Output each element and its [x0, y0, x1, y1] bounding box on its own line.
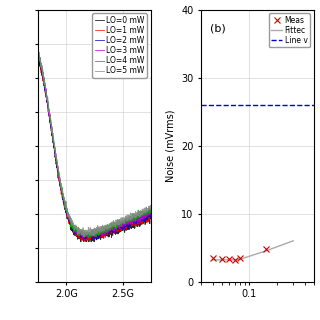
LO=0 mW [36, 55, 40, 59]
LO=1 mW [86, 236, 90, 240]
LO=4 mW [37, 53, 41, 57]
LO=2 mW [45, 99, 49, 102]
Legend: LO=0 mW, LO=1 mW, LO=2 mW, LO=3 mW, LO=4 mW, LO=5 mW: LO=0 mW, LO=1 mW, LO=2 mW, LO=3 mW, LO=4… [92, 13, 147, 78]
Line: LO=5 mW: LO=5 mW [38, 50, 151, 237]
LO=4 mW [84, 233, 88, 237]
LO=1 mW [36, 54, 40, 58]
LO=0 mW [50, 127, 54, 131]
Y-axis label: Noise (mVrms): Noise (mVrms) [166, 109, 176, 182]
LO=4 mW [50, 126, 54, 130]
LO=4 mW [36, 55, 40, 59]
LO=0 mW [89, 240, 93, 244]
Line: LO=4 mW: LO=4 mW [38, 55, 151, 238]
LO=1 mW [149, 215, 153, 219]
LO=4 mW [87, 230, 91, 234]
LO=1 mW [83, 239, 86, 243]
LO=0 mW [100, 234, 104, 238]
LO=0 mW [45, 101, 49, 105]
LO=4 mW [45, 96, 49, 100]
LO=5 mW [50, 129, 53, 133]
LO=2 mW [95, 237, 99, 241]
LO=5 mW [100, 223, 104, 227]
LO=5 mW [84, 232, 88, 236]
LO=2 mW [84, 234, 88, 238]
Line: LO=2 mW: LO=2 mW [38, 55, 151, 239]
LO=1 mW [50, 126, 53, 130]
LO=4 mW [86, 236, 90, 240]
Legend: Meas, Fittec, Line v: Meas, Fittec, Line v [268, 13, 310, 47]
LO=4 mW [89, 230, 92, 234]
LO=0 mW [89, 236, 92, 240]
LO=3 mW [50, 126, 54, 130]
LO=2 mW [37, 53, 41, 57]
LO=5 mW [36, 48, 40, 52]
LO=3 mW [100, 231, 104, 235]
LO=0 mW [86, 237, 90, 241]
LO=2 mW [149, 217, 153, 221]
LO=0 mW [36, 55, 40, 59]
LO=2 mW [89, 234, 92, 238]
LO=5 mW [86, 231, 90, 235]
LO=5 mW [82, 235, 86, 239]
LO=5 mW [89, 228, 92, 232]
LO=5 mW [149, 205, 153, 209]
LO=3 mW [37, 54, 41, 58]
Line: LO=1 mW: LO=1 mW [38, 56, 151, 241]
Line: LO=0 mW: LO=0 mW [38, 57, 151, 242]
LO=4 mW [149, 211, 153, 215]
LO=3 mW [89, 233, 92, 236]
LO=2 mW [100, 233, 104, 237]
LO=1 mW [45, 97, 49, 100]
Text: (b): (b) [210, 23, 226, 33]
LO=2 mW [86, 234, 90, 237]
LO=1 mW [89, 236, 92, 239]
LO=3 mW [81, 236, 84, 240]
LO=0 mW [84, 237, 88, 241]
LO=4 mW [100, 227, 104, 230]
LO=3 mW [45, 99, 49, 103]
LO=2 mW [50, 128, 54, 132]
Line: LO=3 mW: LO=3 mW [38, 56, 151, 238]
LO=5 mW [45, 95, 49, 99]
LO=1 mW [100, 233, 104, 236]
LO=3 mW [84, 234, 88, 237]
LO=1 mW [84, 235, 88, 239]
LO=2 mW [36, 58, 40, 62]
LO=3 mW [36, 56, 40, 60]
LO=0 mW [149, 215, 153, 219]
LO=3 mW [149, 212, 153, 216]
LO=3 mW [87, 235, 91, 238]
